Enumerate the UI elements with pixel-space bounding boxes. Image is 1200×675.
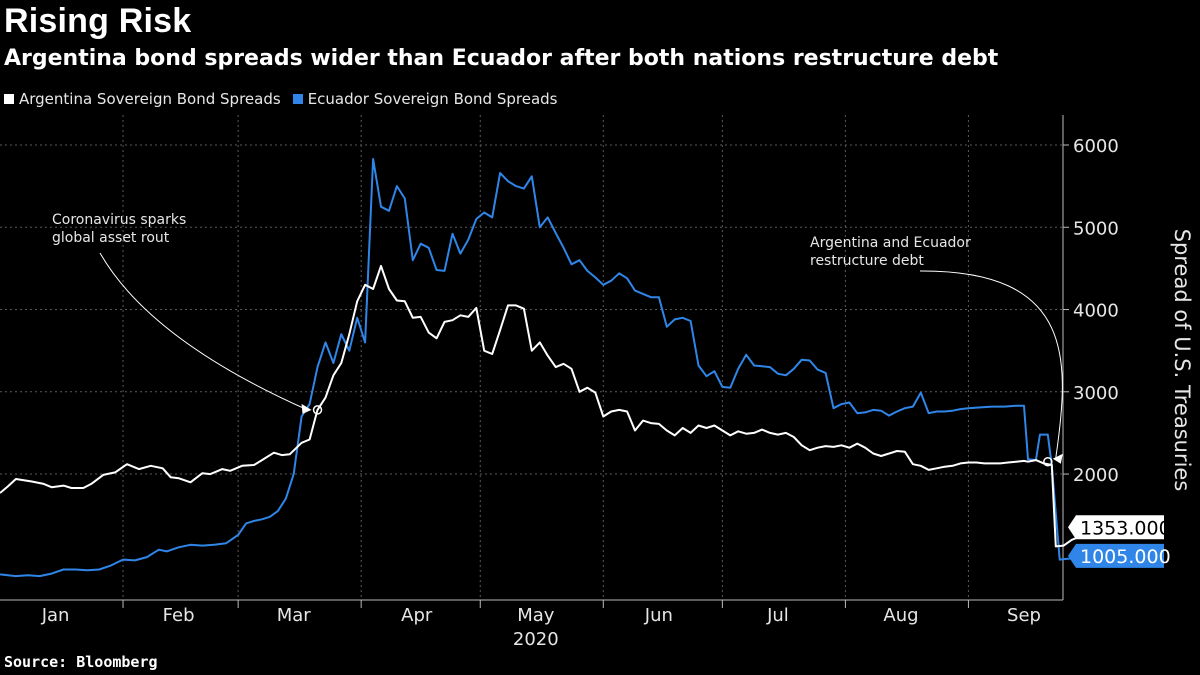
chart-subtitle: Argentina bond spreads wider than Ecuado… <box>4 46 999 71</box>
x-tick-label-jun: Jun <box>644 605 673 626</box>
x-tick-label-mar: Mar <box>277 605 312 626</box>
x-tick-label-sep: Sep <box>1007 605 1041 626</box>
last-value-label-ecuador: 1005.000 <box>1080 546 1171 568</box>
last-value-tag-bg-argentina <box>1068 515 1164 540</box>
last-value-tag-ecuador: 1005.000 <box>1068 543 1171 568</box>
annotation-marker-coronavirus <box>312 405 323 415</box>
y-tick-label-4000: 4000 <box>1073 301 1119 322</box>
legend-item-argentina: Argentina Sovereign Bond Spreads <box>4 90 281 108</box>
y-tick-label-3000: 3000 <box>1073 383 1119 404</box>
x-tick-label-feb: Feb <box>163 605 195 626</box>
legend: Argentina Sovereign Bond Spreads Ecuador… <box>4 90 569 108</box>
legend-swatch-ecuador <box>292 94 303 104</box>
legend-label-argentina: Argentina Sovereign Bond Spreads <box>19 90 281 108</box>
legend-swatch-argentina <box>4 94 14 104</box>
x-tick-label-may: May <box>517 605 555 626</box>
x-tick-label-aug: Aug <box>883 605 918 626</box>
annotation-text-restructure: Argentina and Ecuador restructure debt <box>810 235 971 269</box>
y-tick-label-5000: 5000 <box>1073 218 1119 239</box>
chart-title: Rising Risk <box>4 2 192 40</box>
legend-item-ecuador: Ecuador Sovereign Bond Spreads <box>292 90 558 108</box>
last-value-tag-bg-ecuador <box>1068 543 1164 568</box>
annotation-arrow-restructure <box>1052 453 1063 464</box>
y-tick-label-2000: 2000 <box>1073 465 1119 486</box>
series-line-ecuador <box>0 158 1092 578</box>
x-tick-label-jan: Jan <box>41 605 70 626</box>
annotation-marker-restructure <box>1043 456 1053 467</box>
annotation-arrow-coronavirus <box>301 403 312 414</box>
x-tick-label-apr: Apr <box>401 605 433 626</box>
series-line-argentina <box>0 264 1093 548</box>
last-value-tag-argentina: 1353.000 <box>1068 515 1171 540</box>
last-value-label-argentina: 1353.000 <box>1080 517 1171 539</box>
source-note: Source: Bloomberg <box>4 653 158 671</box>
annotation-leader-restructure <box>919 270 1063 458</box>
x-year-label: 2020 <box>513 629 559 650</box>
legend-label-ecuador: Ecuador Sovereign Bond Spreads <box>307 90 558 108</box>
annotation-leader-coronavirus <box>99 252 308 411</box>
y-tick-label-6000: 6000 <box>1073 136 1119 157</box>
annotation-text-coronavirus: Coronavirus sparks global asset rout <box>52 212 186 246</box>
y-axis-title: Spread of U.S. Treasuries <box>1170 229 1194 492</box>
x-tick-label-jul: Jul <box>766 605 789 626</box>
